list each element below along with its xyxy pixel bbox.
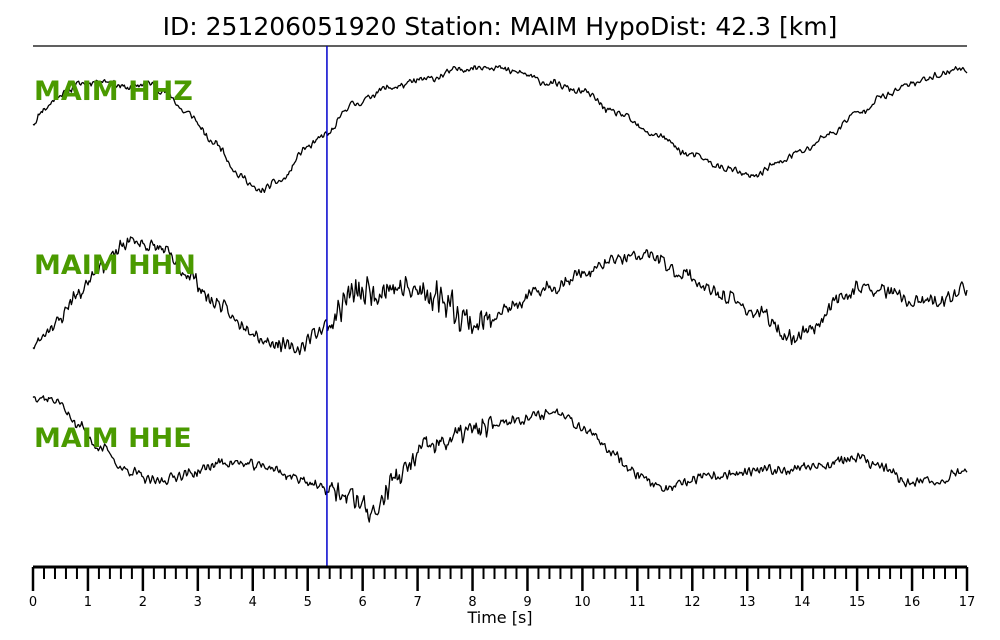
x-tick-label: 0	[29, 595, 37, 610]
x-tick-label: 1	[84, 595, 92, 610]
trace-maim-hhz	[32, 65, 968, 194]
time-axis: 0 1 2 3 4 5 6 7 8 9 10 11 12 13 14 15 16 17	[29, 565, 976, 610]
channel-label-maim-hhz: MAIM HHZ	[34, 76, 193, 107]
trace-maim-hhe	[32, 395, 968, 523]
x-tick-label: 2	[139, 595, 147, 610]
x-tick-label: 9	[523, 595, 531, 610]
x-tick-label: 12	[684, 595, 701, 610]
x-tick-label: 7	[413, 595, 421, 610]
trace-maim-hhn	[32, 236, 968, 356]
x-tick-label: 10	[574, 595, 591, 610]
channel-label-group: MAIM HHZ MAIM HHN MAIM HHE	[34, 76, 196, 454]
x-tick-label: 16	[904, 595, 921, 610]
x-tick-label: 13	[739, 595, 756, 610]
x-tick-label: 3	[194, 595, 202, 610]
x-tick-label: 14	[794, 595, 811, 610]
x-tick-label: 5	[304, 595, 312, 610]
x-tick-label: 8	[468, 595, 476, 610]
x-tick-label: 4	[249, 595, 257, 610]
x-axis-label: Time [s]	[466, 608, 532, 627]
x-tick-label: 6	[359, 595, 367, 610]
channel-label-maim-hhn: MAIM HHN	[34, 250, 196, 281]
trace-group	[32, 65, 968, 523]
figure-title: ID: 251206051920 Station: MAIM HypoDist:…	[163, 12, 838, 41]
x-tick-label: 17	[959, 595, 976, 610]
channel-label-maim-hhe: MAIM HHE	[34, 423, 192, 454]
x-tick-label: 11	[629, 595, 646, 610]
x-tick-label: 15	[849, 595, 866, 610]
